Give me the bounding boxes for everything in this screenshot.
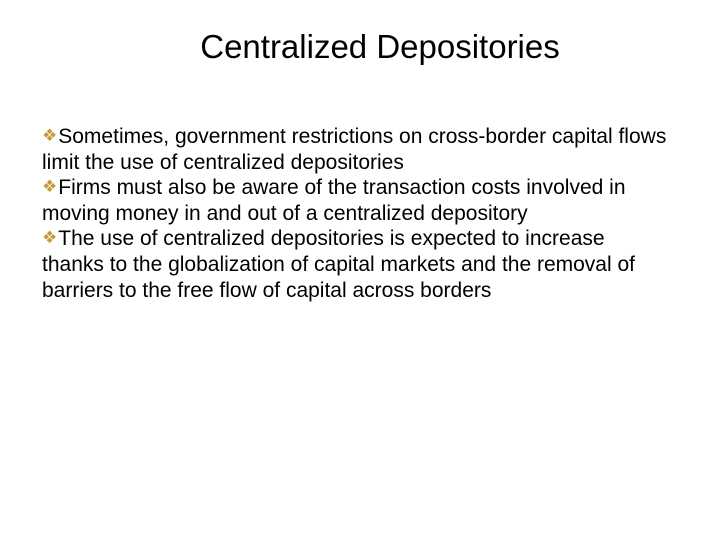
bullet-text: Firms must also be aware of the transact… — [42, 176, 626, 225]
slide-body: ❖Sometimes, government restrictions on c… — [40, 124, 680, 303]
bullet-item: ❖Firms must also be aware of the transac… — [42, 175, 670, 226]
slide: Centralized Depositories ❖Sometimes, gov… — [0, 0, 720, 540]
bullet-text: The use of centralized depositories is e… — [42, 227, 635, 301]
diamond-bullet-icon: ❖ — [42, 177, 57, 196]
diamond-bullet-icon: ❖ — [42, 228, 57, 247]
bullet-item: ❖The use of centralized depositories is … — [42, 226, 670, 303]
diamond-bullet-icon: ❖ — [42, 126, 57, 145]
bullet-text: Sometimes, government restrictions on cr… — [42, 125, 666, 174]
slide-title: Centralized Depositories — [140, 28, 620, 66]
bullet-item: ❖Sometimes, government restrictions on c… — [42, 124, 670, 175]
